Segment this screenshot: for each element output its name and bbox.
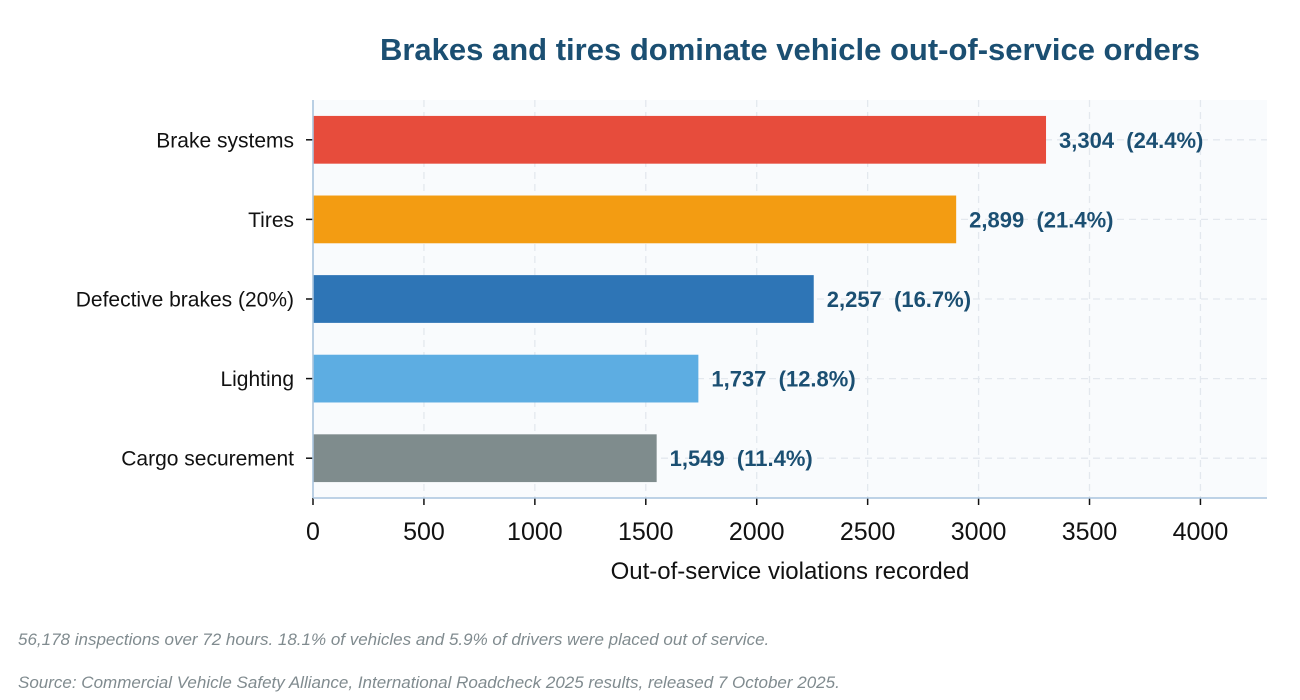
bar (313, 195, 957, 244)
category-label: Brake systems (156, 129, 294, 152)
bar-value-label: 1,737 (12.8%) (711, 367, 855, 392)
bar (313, 354, 699, 403)
x-axis-label: Out-of-service violations recorded (611, 558, 970, 585)
x-tick-label: 500 (403, 518, 445, 546)
footnote-source: Source: Commercial Vehicle Safety Allian… (18, 673, 840, 692)
bar (313, 434, 657, 483)
bar-value-label: 3,304 (24.4%) (1059, 128, 1203, 153)
x-tick-label: 1500 (618, 518, 674, 546)
category-label: Defective brakes (20%) (76, 289, 294, 312)
category-label: Tires (248, 209, 294, 232)
category-axis: Brake systems Tires Defective brakes (20%)… (76, 129, 313, 471)
bar-value-label: 2,899 (21.4%) (969, 207, 1113, 232)
bar (313, 115, 1047, 164)
footnote-note: 56,178 inspections over 72 hours. 18.1% … (18, 630, 770, 649)
bar (313, 275, 814, 323)
x-tick-label: 1000 (507, 518, 563, 546)
x-tick-label: 3000 (951, 518, 1007, 546)
x-tick-label: 4000 (1173, 518, 1229, 546)
x-tick-label: 2000 (729, 518, 785, 546)
x-tick-label: 0 (306, 518, 320, 546)
data-labels: 3,304 (24.4%) 2,899 (21.4%) 2,257 (16.7%) 1… (670, 128, 1204, 471)
category-label: Lighting (220, 368, 294, 391)
x-tick-label: 2500 (840, 518, 896, 546)
bars (313, 115, 1047, 483)
x-tick-label: 3500 (1062, 518, 1118, 546)
chart-title: Brakes and tires dominate vehicle out-of… (380, 32, 1200, 67)
bar-value-label: 1,549 (11.4%) (670, 446, 813, 471)
category-label: Cargo securement (121, 448, 294, 471)
x-axis: 0 500 1000 1500 2000 2500 3000 3500 4000 (306, 498, 1228, 546)
bar-value-label: 2,257 (16.7%) (827, 287, 971, 312)
